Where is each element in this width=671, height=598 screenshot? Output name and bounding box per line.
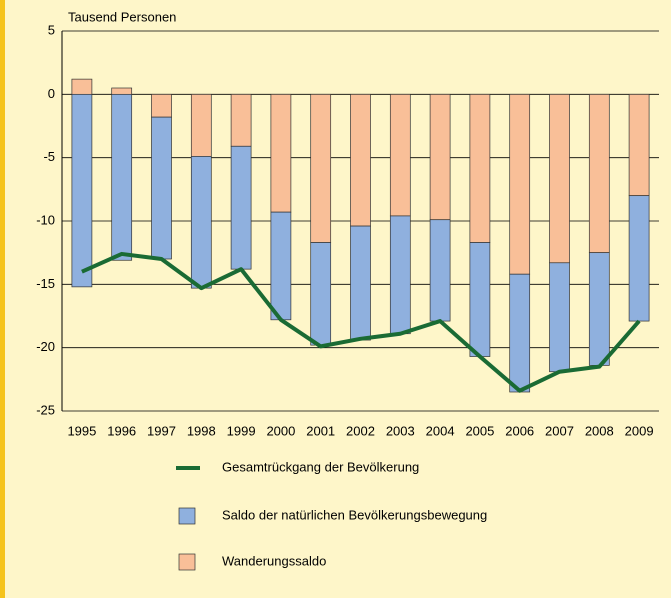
- legend-box: [178, 553, 196, 571]
- bar-segment: [628, 195, 650, 322]
- x-tick-label: 1999: [227, 423, 256, 438]
- bar-segment: [111, 87, 133, 95]
- bar-segment: [509, 93, 531, 275]
- bar-segment: [230, 145, 252, 270]
- bar-segment: [151, 93, 172, 118]
- y-tick-label: 0: [48, 86, 55, 101]
- bar-segment: [350, 93, 371, 227]
- bar-segment: [270, 93, 292, 213]
- bar-segment: [588, 93, 610, 254]
- x-tick-label: 1998: [187, 423, 216, 438]
- x-tick-label: 2007: [545, 423, 574, 438]
- y-tick-label: -15: [36, 276, 55, 291]
- x-tick-label: 1997: [147, 423, 176, 438]
- x-tick-label: 1996: [107, 423, 136, 438]
- side-stripe: [0, 0, 5, 598]
- x-tick-label: 2000: [266, 423, 295, 438]
- axis-label: Tausend Personen: [68, 9, 176, 24]
- bar-segment: [469, 93, 491, 243]
- bar-segment: [549, 262, 570, 373]
- bar-segment: [389, 93, 411, 217]
- x-tick-label: 2001: [306, 423, 335, 438]
- bar-segment: [151, 116, 172, 260]
- bar-segment: [111, 93, 133, 261]
- bar-segment: [588, 252, 610, 366]
- y-tick-label: -25: [36, 402, 55, 417]
- y-tick-label: -20: [36, 339, 55, 354]
- x-tick-label: 2002: [346, 423, 375, 438]
- bar-segment: [310, 93, 332, 243]
- bar-segment: [350, 225, 371, 341]
- legend-box: [178, 507, 196, 525]
- x-tick-label: 2003: [386, 423, 415, 438]
- legend-label: Gesamtrückgang der Bevölkerung: [222, 459, 419, 474]
- bar-segment: [270, 211, 292, 321]
- total-line: [81, 251, 641, 393]
- bar-segment: [429, 93, 451, 221]
- x-tick-label: 2004: [426, 423, 455, 438]
- bar-segment: [389, 215, 411, 335]
- bar-segment: [469, 242, 491, 357]
- x-tick-label: 2009: [625, 423, 654, 438]
- bar-segment: [310, 242, 332, 346]
- bar-segment: [628, 93, 650, 197]
- x-tick-label: 2005: [465, 423, 494, 438]
- legend-label: Wanderungssaldo: [222, 553, 326, 568]
- y-tick-label: -5: [43, 149, 55, 164]
- legend-label: Saldo der natürlichen Bevölkerungsbewegu…: [222, 507, 487, 522]
- y-tick-label: 5: [48, 22, 55, 37]
- bar-segment: [509, 273, 531, 393]
- bar-segment: [71, 93, 93, 288]
- y-tick-label: -10: [36, 212, 55, 227]
- x-tick-label: 2008: [585, 423, 614, 438]
- bar-segment: [429, 219, 451, 322]
- bar-segment: [190, 156, 212, 289]
- bar-segment: [230, 93, 252, 147]
- bar-segment: [190, 93, 212, 157]
- x-tick-label: 1995: [67, 423, 96, 438]
- bar-segment: [71, 78, 93, 95]
- bar-segment: [549, 93, 570, 264]
- x-tick-label: 2006: [505, 423, 534, 438]
